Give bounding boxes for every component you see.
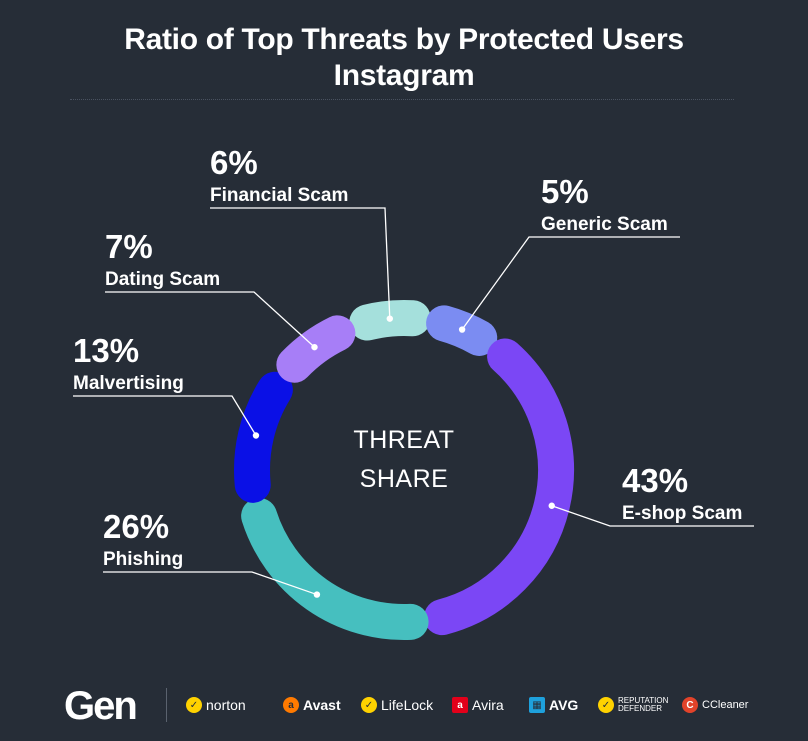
category-label-generic-scam: Generic Scam <box>541 214 668 235</box>
leader-dot-financial-scam <box>386 315 394 322</box>
avira-icon: a <box>452 697 468 713</box>
check-circle-icon: ✓ <box>598 697 614 713</box>
ccleaner-logo: C CCleaner <box>682 694 748 716</box>
leader-lines <box>73 207 754 598</box>
avira-logo: a Avira <box>452 694 504 716</box>
center-label-line-2: SHARE <box>360 465 449 493</box>
slice-labels: 6% Financial Scam 5% Generic Scam 43% E-shop … <box>73 144 742 570</box>
brand-name: AVG <box>549 697 579 713</box>
data-label-malvertising: 13% <box>73 332 139 369</box>
avast-logo: a Avast <box>283 694 341 716</box>
reputation-defender-logo: ✓ REPUTATION DEFENDER <box>598 694 682 716</box>
title-line-2: Instagram <box>333 59 475 92</box>
leader-dot-generic-scam <box>458 326 466 333</box>
category-label-phishing: Phishing <box>103 549 183 570</box>
lifelock-logo: ✓ LifeLock <box>361 694 433 716</box>
category-label-dating-scam: Dating Scam <box>105 269 220 290</box>
footer-separator <box>166 688 167 722</box>
chart-title: Ratio of Top Threats by Protected Users … <box>0 22 808 94</box>
leader-line-dating-scam <box>105 291 315 348</box>
ccleaner-icon: C <box>682 697 698 713</box>
center-label-line-1: THREAT <box>353 426 454 454</box>
leader-line-phishing <box>103 571 318 596</box>
avast-icon: a <box>283 697 299 713</box>
brand-name: Avira <box>472 697 504 713</box>
brand-name: REPUTATION DEFENDER <box>618 696 669 713</box>
data-label-generic-scam: 5% <box>541 173 589 210</box>
data-label-e-shop-scam: 43% <box>622 462 688 499</box>
brand-name: LifeLock <box>381 697 434 713</box>
check-circle-icon: ✓ <box>186 697 202 713</box>
check-circle-icon: ✓ <box>361 697 377 713</box>
leader-line-e-shop-scam <box>551 505 754 527</box>
leader-line-financial-scam <box>210 207 391 319</box>
data-label-dating-scam: 7% <box>105 228 153 265</box>
data-label-financial-scam: 6% <box>210 144 258 181</box>
leader-dot-dating-scam <box>311 343 318 351</box>
avg-icon: ▦ <box>529 697 545 713</box>
avg-logo: ▦ AVG <box>529 694 578 716</box>
slice-e-shop-scam <box>424 338 574 636</box>
leader-line-generic-scam <box>461 236 680 330</box>
brand-name: Avast <box>303 697 341 713</box>
brand-name: norton <box>206 697 246 713</box>
title-line-1: Ratio of Top Threats by Protected Users <box>124 23 684 56</box>
leader-dot-phishing <box>313 591 321 598</box>
donut-chart: 6% Financial Scam 5% Generic Scam 43% E-shop … <box>73 144 754 640</box>
footer-brand-bar: Gen ✓ norton a Avast ✓ LifeLock a Avira … <box>0 680 808 730</box>
norton-logo: ✓ norton <box>186 694 246 716</box>
slice-phishing <box>241 497 429 640</box>
leader-dot-malvertising <box>252 432 260 439</box>
category-label-malvertising: Malvertising <box>73 373 184 394</box>
gen-logo: Gen <box>64 684 138 728</box>
category-label-e-shop-scam: E-shop Scam <box>622 503 742 524</box>
leader-dot-e-shop-scam <box>548 502 555 509</box>
category-label-financial-scam: Financial Scam <box>210 185 348 206</box>
brand-name: CCleaner <box>702 699 749 711</box>
leader-line-malvertising <box>73 395 257 436</box>
title-divider <box>70 99 734 100</box>
data-label-phishing: 26% <box>103 508 169 545</box>
